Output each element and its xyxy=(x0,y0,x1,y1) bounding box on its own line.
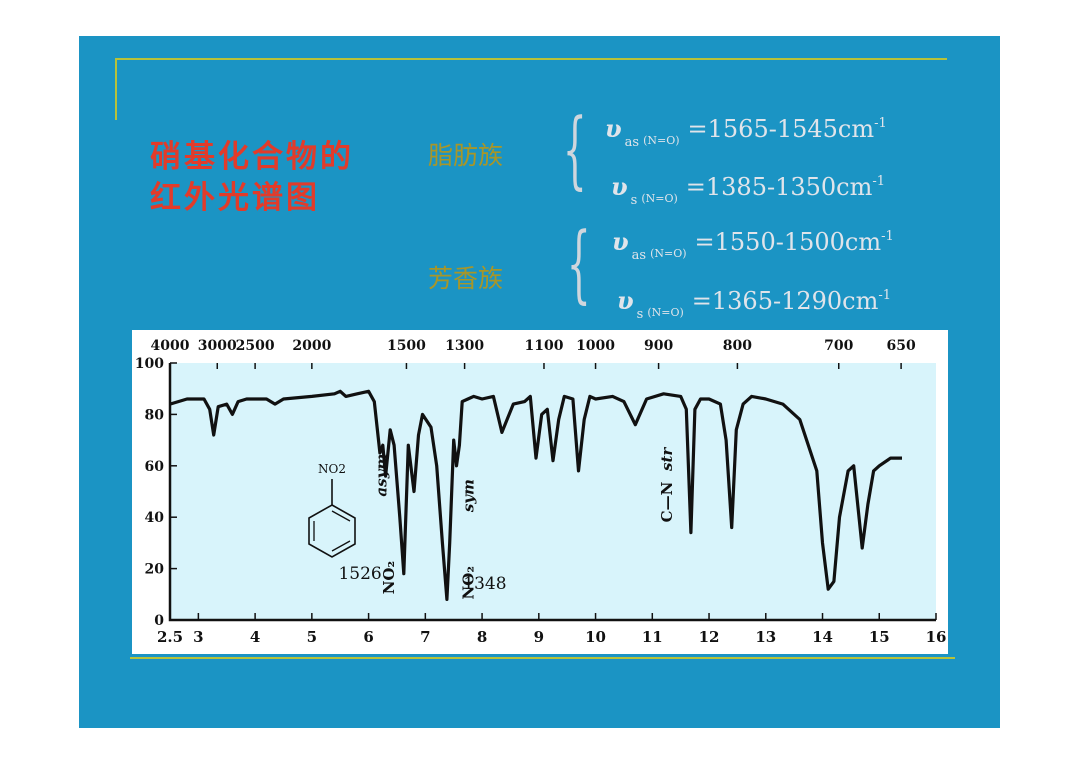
formula-aromatic-sym: υ s (N=O) =1365-1290cm-1 xyxy=(617,286,892,322)
top-tick-label: 1300 xyxy=(445,338,484,354)
formula-aliphatic-sym: υ s (N=O) =1385-1350cm-1 xyxy=(611,172,886,208)
bottom-tick-label: 3 xyxy=(193,628,203,646)
nitrobenzene-structure: NO2 xyxy=(308,462,356,558)
top-tick-label: 4000 xyxy=(151,338,190,354)
benzene-double-bond-2 xyxy=(331,540,351,552)
benzene-double-bond-1 xyxy=(331,510,351,522)
plot-area xyxy=(170,363,936,620)
top-tick-label: 1000 xyxy=(576,338,615,354)
top-tick-label: 650 xyxy=(886,338,915,354)
peak-annotation: NO₂ xyxy=(380,561,398,594)
top-tick-label: 700 xyxy=(824,338,853,354)
top-tick-label: 900 xyxy=(644,338,673,354)
top-tick-label: 3000 xyxy=(198,338,237,354)
bottom-tick-label: 13 xyxy=(755,628,776,646)
bottom-tick-label: 7 xyxy=(420,628,430,646)
bottom-wavelength-ticks: 2.5 3 4 5 6 7 8 9 10 11 12 13 14 15 16 xyxy=(157,613,946,646)
benzene-ring xyxy=(308,504,356,558)
bottom-tick-label: 15 xyxy=(869,628,890,646)
peak-annotation: str xyxy=(658,447,676,471)
bottom-tick-label: 6 xyxy=(363,628,373,646)
peak-annotation: 1526 xyxy=(338,564,381,584)
slide-title-line2: 红外光谱图 xyxy=(150,180,320,216)
bottom-tick-label: 9 xyxy=(534,628,544,646)
group-label-aliphatic: 脂肪族 xyxy=(428,141,504,170)
top-accent-rule xyxy=(115,58,947,60)
top-tick-label: 800 xyxy=(723,338,752,354)
top-tick-label: 1100 xyxy=(524,338,563,354)
top-tick-label: 2500 xyxy=(236,338,275,354)
bottom-accent-rule xyxy=(130,657,955,659)
bottom-tick-label: 11 xyxy=(642,628,663,646)
top-tick-label: 2000 xyxy=(292,338,331,354)
bottom-tick-label: 4 xyxy=(250,628,260,646)
bottom-tick-label: 2.5 xyxy=(157,628,183,646)
peak-annotation: asym xyxy=(373,454,391,497)
nitro-group-label: NO2 xyxy=(318,462,346,476)
peak-annotation: C—N xyxy=(658,481,676,522)
spectrum-line xyxy=(169,389,902,601)
peak-annotation: 1348 xyxy=(463,574,506,594)
bottom-tick-label: 12 xyxy=(699,628,720,646)
y-tick-label: 40 xyxy=(145,510,165,526)
peak-annotation: sym xyxy=(460,479,478,512)
y-tick-label: 60 xyxy=(145,459,165,475)
y-tick-label: 100 xyxy=(135,356,164,372)
bottom-tick-label: 14 xyxy=(812,628,833,646)
left-accent-rule xyxy=(115,58,117,120)
y-tick-label: 80 xyxy=(145,407,165,423)
top-tick-label: 1500 xyxy=(387,338,426,354)
bottom-tick-label: 8 xyxy=(477,628,487,646)
bottom-tick-label: 10 xyxy=(585,628,606,646)
formula-aromatic-asym: υ as (N=O) =1550-1500cm-1 xyxy=(612,227,894,263)
peak-annotation: NO₂ xyxy=(460,566,478,599)
y-tick-label: 20 xyxy=(145,562,165,578)
slide-title-line1: 硝基化合物的 xyxy=(150,139,354,175)
brace-aliphatic: { xyxy=(562,100,587,198)
group-label-aromatic: 芳香族 xyxy=(428,264,504,293)
formula-aliphatic-asym: υ as (N=O) =1565-1545cm-1 xyxy=(605,114,887,150)
brace-aromatic: { xyxy=(566,214,591,312)
bottom-tick-label: 5 xyxy=(307,628,317,646)
y-tick-label: 0 xyxy=(154,613,164,629)
y-transmittance-ticks: 0 20 40 60 80 100 xyxy=(135,356,177,629)
bottom-tick-label: 16 xyxy=(926,628,947,646)
